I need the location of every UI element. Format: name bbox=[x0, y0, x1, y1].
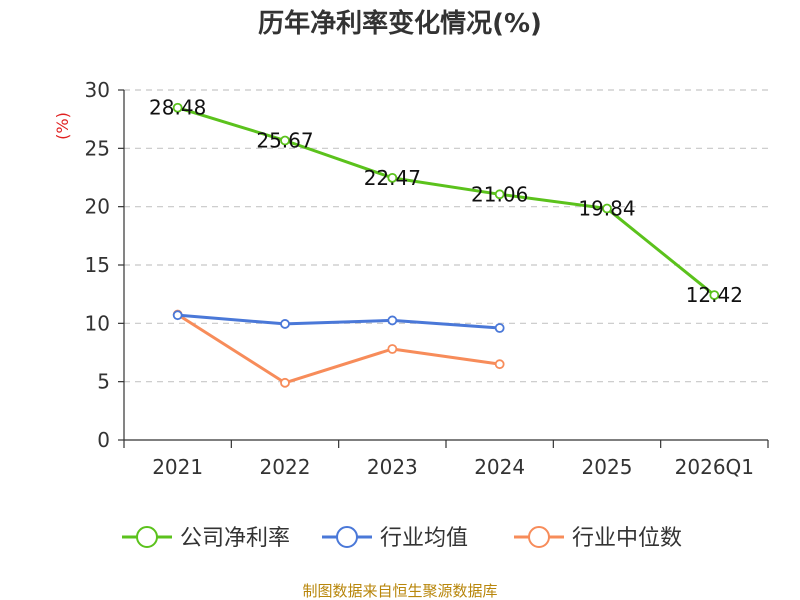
x-tick-label: 2024 bbox=[474, 455, 525, 479]
y-tick-label: 5 bbox=[97, 370, 110, 394]
data-label: 19.84 bbox=[578, 197, 635, 221]
data-point bbox=[172, 310, 183, 321]
y-tick-labels: 0 5 10 15 20 25 30 bbox=[85, 78, 110, 452]
legend-item[interactable]: 行业中位数 bbox=[514, 526, 682, 551]
x-tick-label: 2022 bbox=[260, 455, 311, 479]
data-point bbox=[387, 315, 398, 326]
data-point bbox=[709, 290, 720, 301]
x-tick-labels: 2021 2022 2023 2024 2025 2026Q1 bbox=[152, 455, 754, 479]
x-tick-label: 2021 bbox=[152, 455, 203, 479]
series-group bbox=[172, 102, 720, 388]
data-point bbox=[494, 323, 505, 333]
legend-item[interactable]: 行业均值 bbox=[322, 526, 468, 551]
y-tick-label: 15 bbox=[85, 253, 110, 277]
legend-marker bbox=[528, 526, 550, 548]
legend-label: 行业中位数 bbox=[572, 526, 682, 551]
data-point bbox=[280, 319, 290, 329]
y-tick-label: 20 bbox=[85, 195, 110, 219]
data-point bbox=[387, 172, 398, 183]
axes bbox=[118, 89, 769, 448]
x-tick-label: 2025 bbox=[582, 455, 633, 479]
legend-label: 公司净利率 bbox=[180, 526, 290, 551]
y-tick-label: 25 bbox=[85, 136, 110, 160]
x-tick-label: 2023 bbox=[367, 455, 418, 479]
data-point bbox=[280, 377, 290, 388]
chart-title: 历年净利率变化情况(%) bbox=[258, 8, 542, 39]
data-label: 28.48 bbox=[149, 96, 206, 120]
data-point bbox=[280, 135, 290, 146]
source-note: 制图数据来自恒生聚源数据库 bbox=[302, 582, 497, 600]
legend-marker bbox=[336, 526, 358, 548]
data-labels: 28.48 25.67 22.47 21.06 19.84 12.42 bbox=[149, 96, 743, 307]
y-tick-label: 0 bbox=[97, 428, 110, 452]
series-line bbox=[177, 106, 716, 297]
data-point bbox=[387, 344, 398, 354]
legend[interactable]: 公司净利率 行业均值 行业中位数 bbox=[122, 526, 682, 551]
data-label: 25.67 bbox=[256, 129, 313, 153]
y-tick-label: 30 bbox=[85, 78, 110, 102]
y-axis-label: (%) bbox=[53, 112, 72, 140]
data-point bbox=[494, 189, 505, 200]
y-tick-label: 10 bbox=[85, 311, 110, 335]
legend-label: 行业均值 bbox=[380, 526, 468, 551]
data-point bbox=[602, 203, 612, 214]
series-line bbox=[177, 313, 500, 330]
data-label: 22.47 bbox=[364, 166, 421, 190]
data-label: 12.42 bbox=[686, 283, 743, 307]
legend-marker bbox=[136, 526, 158, 548]
grid-lines bbox=[124, 89, 768, 383]
series-line bbox=[176, 313, 500, 385]
x-tick-label: 2026Q1 bbox=[675, 455, 754, 479]
data-point bbox=[172, 102, 183, 113]
legend-item[interactable]: 公司净利率 bbox=[122, 526, 290, 551]
data-point bbox=[494, 359, 505, 370]
data-label: 21.06 bbox=[471, 182, 528, 206]
